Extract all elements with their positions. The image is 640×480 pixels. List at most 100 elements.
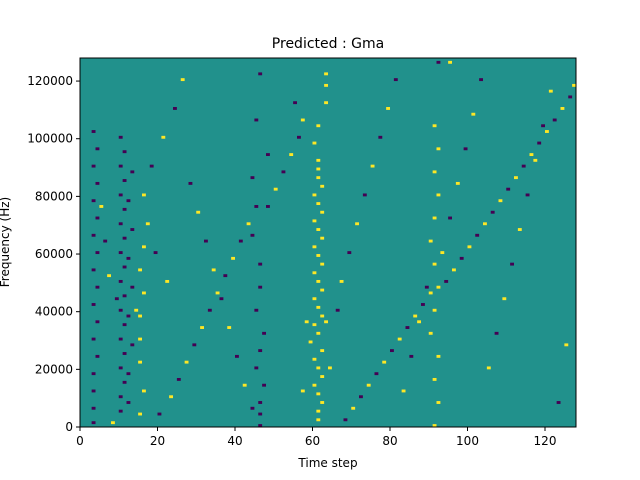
heatmap-cell-high <box>517 228 522 231</box>
heatmap-cell-low <box>118 279 123 283</box>
heatmap-cell-low <box>525 193 530 197</box>
heatmap-cell-high <box>339 279 344 283</box>
heatmap-cell-low <box>91 268 96 272</box>
heatmap-cell-low <box>118 164 123 168</box>
heatmap-cell-low <box>537 141 542 145</box>
heatmap-cell-low <box>444 279 449 283</box>
heatmap-cell-high <box>436 193 441 197</box>
heatmap-cell-high <box>142 193 146 197</box>
heatmap-cell-high <box>312 357 317 361</box>
heatmap-cell-high <box>134 308 139 312</box>
heatmap-cell-high <box>316 366 321 370</box>
heatmap-cell-low <box>122 179 127 182</box>
heatmap-cell-high <box>320 288 325 292</box>
heatmap-cell-high <box>169 395 174 399</box>
heatmap-cell-low <box>347 251 352 255</box>
heatmap-cell-high <box>312 383 317 387</box>
x-tick-label: 100 <box>456 434 479 448</box>
heatmap-cell-high <box>316 228 321 231</box>
heatmap-cell-low <box>459 256 464 260</box>
heatmap-cell-high <box>452 268 456 272</box>
heatmap-cell-high <box>324 83 329 87</box>
heatmap-cell-high <box>514 176 518 180</box>
y-axis: 0 20000 40000 60000 80000 100000 120000 <box>27 74 80 434</box>
heatmap-cell-low <box>506 187 511 191</box>
heatmap-cell-low <box>173 107 177 110</box>
heatmap-cell-low <box>250 176 255 180</box>
plot-area <box>79 57 577 428</box>
heatmap-cell-high <box>432 377 437 381</box>
heatmap-cell-high <box>304 320 309 324</box>
heatmap-cell-low <box>254 118 259 122</box>
heatmap-cell-high <box>107 274 112 278</box>
heatmap-cell-low <box>122 236 127 240</box>
heatmap-cell-low <box>293 101 298 105</box>
heatmap-cell-low <box>118 409 123 413</box>
heatmap-cell-high <box>432 262 437 266</box>
heatmap-cell-low <box>91 130 96 133</box>
y-axis-label: Frequency (Hz) <box>0 197 12 288</box>
heatmap-cell-high <box>300 118 305 122</box>
heatmap-cell-low <box>126 372 131 376</box>
heatmap-cell-high <box>467 245 472 249</box>
heatmap-cell-low <box>490 210 495 214</box>
heatmap-cell-low <box>405 326 410 329</box>
heatmap-cell-low <box>91 233 96 237</box>
heatmap-cell-low <box>556 401 561 404</box>
heatmap-cell-high <box>324 101 329 105</box>
heatmap-cell-high <box>316 158 321 162</box>
x-tick-label: 20 <box>150 434 165 448</box>
heatmap-cell-low <box>130 228 135 231</box>
heatmap-cell-low <box>204 239 208 243</box>
heatmap-cell-high <box>548 89 553 93</box>
heatmap-cell-high <box>316 305 321 309</box>
heatmap-cell-low <box>258 349 263 353</box>
heatmap-cell-low <box>266 205 270 208</box>
heatmap-cell-low <box>250 233 255 237</box>
heatmap-cell-high <box>498 199 503 203</box>
heatmap-cell-low <box>149 164 154 168</box>
heatmap-cell-low <box>95 251 100 255</box>
heatmap-cell-high <box>428 239 433 243</box>
heatmap-cell-high <box>502 297 507 301</box>
heatmap-cell-high <box>138 268 143 272</box>
heatmap-cell-high <box>320 401 325 404</box>
heatmap-cell-low <box>258 401 263 404</box>
heatmap-cell-low <box>91 421 96 425</box>
heatmap-cell-high <box>316 279 321 283</box>
heatmap-cell-low <box>475 233 480 237</box>
heatmap-cell-high <box>320 349 325 353</box>
heatmap-cell-low <box>91 372 96 376</box>
heatmap-cell-high <box>316 331 321 335</box>
heatmap-cell-low <box>118 366 123 370</box>
heatmap-cell-high <box>486 366 491 370</box>
heatmap-cell-low <box>118 251 123 255</box>
heatmap-cell-high <box>289 153 294 157</box>
heatmap-cell-high <box>564 343 569 347</box>
heatmap-cell-low <box>254 205 259 208</box>
x-axis-label: Time step <box>297 456 357 470</box>
heatmap-cell-low <box>122 207 127 211</box>
heatmap-cell-high <box>215 291 220 295</box>
heatmap-cell-high <box>432 170 437 174</box>
heatmap-cell-high <box>138 412 143 416</box>
heatmap-cell-high <box>196 210 201 214</box>
heatmap-cell-low <box>510 262 515 266</box>
heatmap-cell-low <box>126 401 131 404</box>
heatmap-cells <box>91 60 577 427</box>
plot-background <box>80 58 576 427</box>
heatmap-cell-low <box>258 72 263 76</box>
heatmap-cell-low <box>207 308 212 312</box>
heatmap-cell-high <box>483 222 487 226</box>
heatmap-cell-low <box>281 170 286 174</box>
heatmap-cell-high <box>428 331 433 335</box>
heatmap-cell-low <box>118 193 123 197</box>
heatmap-cell-low <box>91 199 96 203</box>
heatmap-cell-low <box>463 147 468 151</box>
y-tick-label: 60000 <box>35 247 73 261</box>
heatmap-cell-high <box>312 297 317 301</box>
heatmap-cell-high <box>320 375 325 378</box>
heatmap-cell-low <box>114 297 119 301</box>
heatmap-cell-low <box>250 406 255 410</box>
